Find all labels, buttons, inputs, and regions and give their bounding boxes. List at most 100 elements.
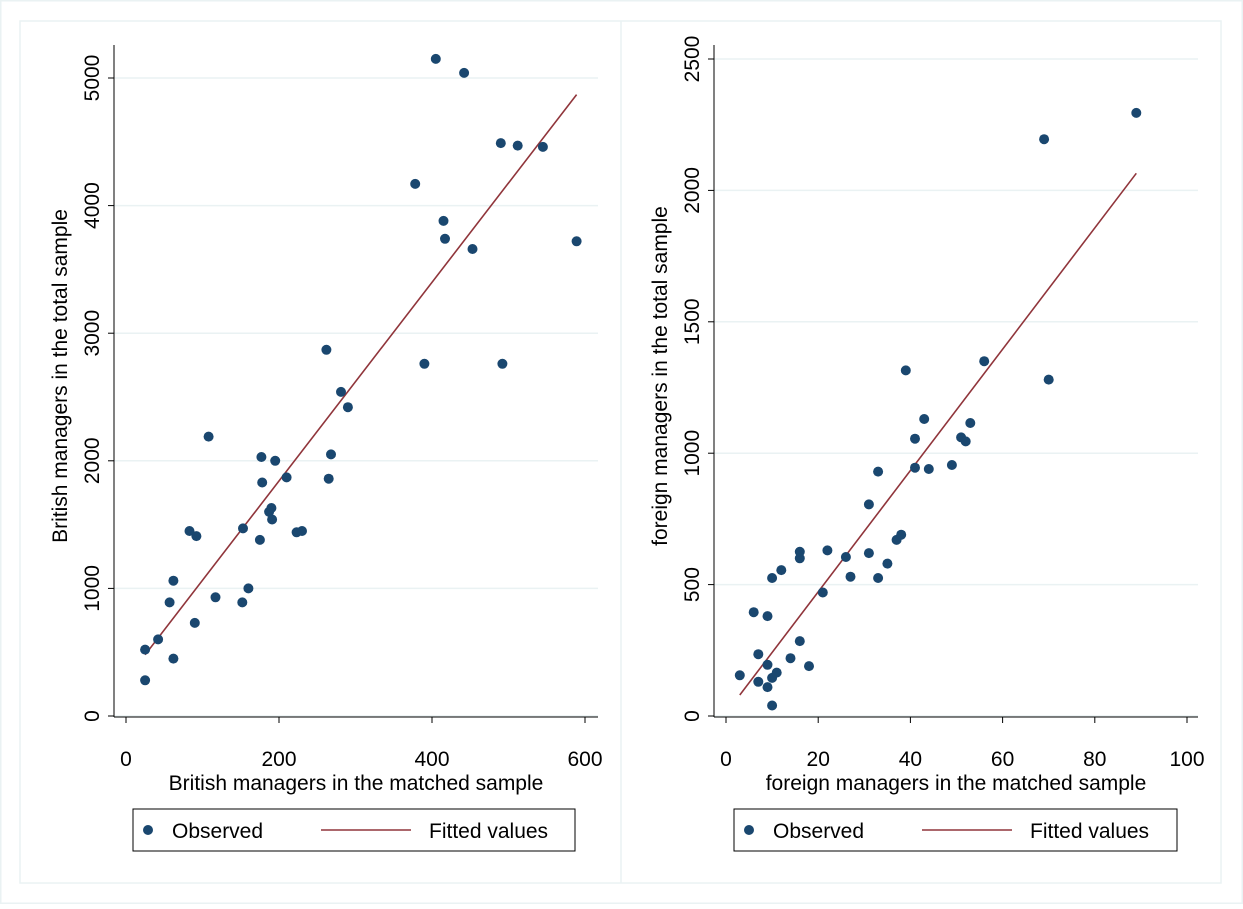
data-point xyxy=(140,644,151,655)
data-point xyxy=(965,418,976,428)
y-tick-label: 2500 xyxy=(681,36,704,83)
data-point xyxy=(321,344,332,355)
x-tick-label: 100 xyxy=(1169,748,1204,771)
data-point xyxy=(203,431,214,442)
data-point xyxy=(537,141,548,152)
data-point xyxy=(459,67,470,78)
data-point xyxy=(794,636,805,647)
data-point xyxy=(919,414,930,424)
data-point xyxy=(326,449,336,460)
data-point xyxy=(238,523,248,534)
x-axis-title: foreign managers in the matched sample xyxy=(766,772,1147,795)
data-point xyxy=(153,634,164,645)
legend: Observed Fitted values xyxy=(132,808,576,852)
chart-panel-foreign: 0 500 1000 1500 2000 2500 0 20 40 60 80 100 foreign … xyxy=(649,36,1205,852)
data-point xyxy=(822,545,833,556)
data-point xyxy=(910,462,920,473)
legend-observed-label: Observed xyxy=(773,820,864,843)
data-point xyxy=(817,587,828,598)
data-point xyxy=(237,597,248,608)
data-point xyxy=(189,617,200,628)
data-point xyxy=(168,575,179,586)
data-point xyxy=(804,661,814,672)
fitted-line xyxy=(739,172,1137,696)
data-point xyxy=(873,466,884,477)
data-point xyxy=(184,526,195,536)
x-tick-label: 200 xyxy=(261,748,296,771)
data-point xyxy=(243,583,254,594)
data-point xyxy=(910,433,920,444)
x-tick-label: 80 xyxy=(1083,748,1106,771)
data-point xyxy=(323,473,334,484)
y-tick-label: 1000 xyxy=(81,565,104,612)
data-point xyxy=(840,552,851,562)
legend-fitted-label: Fitted values xyxy=(1030,820,1149,843)
data-point xyxy=(767,700,778,711)
legend-observed-marker xyxy=(744,825,754,835)
x-tick-label: 600 xyxy=(567,748,602,771)
data-point xyxy=(430,53,441,64)
data-point xyxy=(863,499,874,510)
data-point xyxy=(512,140,523,151)
data-point xyxy=(297,526,307,536)
y-tick-label: 2000 xyxy=(81,437,104,484)
data-point xyxy=(210,592,221,603)
y-tick-label: 3000 xyxy=(81,310,104,357)
data-point xyxy=(467,244,478,254)
chart-panel-british: 0 1000 2000 3000 4000 5000 0 200 400 600 British m… xyxy=(49,45,603,852)
y-tick-label: 500 xyxy=(681,567,704,602)
data-point xyxy=(254,534,265,545)
fitted-line xyxy=(144,94,578,656)
y-tick-label: 4000 xyxy=(81,182,104,229)
y-tick-label: 0 xyxy=(81,710,104,722)
data-point xyxy=(440,233,450,244)
data-point xyxy=(900,365,911,376)
y-tick-label: 2000 xyxy=(681,167,704,214)
data-point xyxy=(873,573,884,583)
data-point xyxy=(776,565,787,576)
data-point xyxy=(960,436,971,447)
y-tick-label: 1500 xyxy=(681,298,704,345)
data-point xyxy=(164,597,175,608)
data-point xyxy=(266,503,277,513)
data-point xyxy=(410,178,421,189)
data-point xyxy=(767,573,778,583)
data-point xyxy=(1039,134,1050,145)
y-axis-title: foreign managers in the total sample xyxy=(649,206,672,546)
y-axis-title: British managers in the total sample xyxy=(49,209,72,543)
data-point xyxy=(979,356,990,367)
data-point xyxy=(257,477,268,488)
data-point xyxy=(882,558,893,569)
x-tick-label: 400 xyxy=(414,748,449,771)
data-point xyxy=(438,215,449,226)
data-point xyxy=(571,236,582,247)
data-point xyxy=(845,571,856,582)
data-point xyxy=(191,531,202,542)
data-point xyxy=(946,460,957,470)
x-tick-label: 0 xyxy=(120,748,132,771)
y-tick-label: 5000 xyxy=(81,55,104,102)
data-point xyxy=(1131,107,1142,118)
data-point xyxy=(140,675,151,686)
data-point xyxy=(495,138,506,149)
x-tick-label: 20 xyxy=(807,748,830,771)
legend-fitted-label: Fitted values xyxy=(429,820,548,843)
legend-observed-label: Observed xyxy=(172,820,263,843)
legend-observed-marker xyxy=(143,825,153,835)
data-point xyxy=(762,659,773,670)
data-point xyxy=(863,548,874,559)
data-point xyxy=(896,529,907,540)
legend: Observed Fitted values xyxy=(733,808,1178,852)
data-point xyxy=(762,611,773,622)
y-tick-label: 0 xyxy=(681,710,704,722)
y-tick-label: 1000 xyxy=(681,430,704,477)
data-point xyxy=(771,667,782,678)
data-point xyxy=(794,546,805,557)
data-point xyxy=(256,452,267,462)
data-point xyxy=(497,358,508,369)
data-point xyxy=(753,649,764,660)
data-point xyxy=(281,472,292,483)
x-axis-title: British managers in the matched sample xyxy=(169,772,544,795)
